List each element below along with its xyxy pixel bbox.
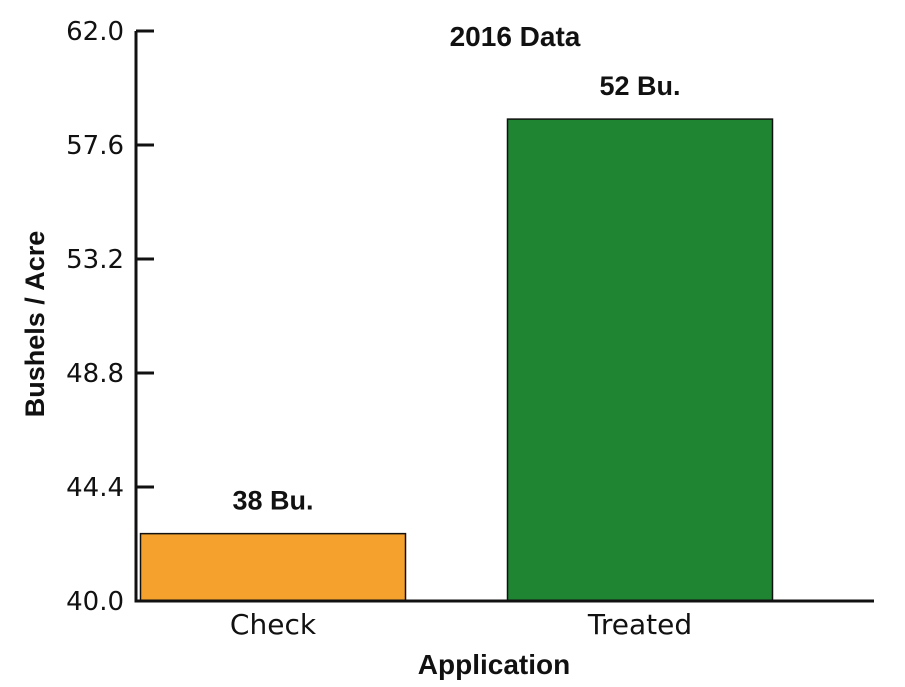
data-label: 38 Bu. bbox=[232, 486, 313, 516]
x-axis: Check Treated bbox=[134, 599, 874, 641]
bars: 38 Bu. 52 Bu. bbox=[139, 71, 774, 602]
bar-check bbox=[139, 532, 407, 602]
y-tick-label: 53.2 bbox=[66, 245, 124, 275]
bar-treated bbox=[506, 118, 774, 602]
y-tick-label: 40.0 bbox=[66, 587, 124, 617]
y-axis-label: Bushels / Acre bbox=[20, 231, 50, 418]
y-tick-label: 57.6 bbox=[66, 131, 124, 161]
data-label: 52 Bu. bbox=[599, 71, 680, 101]
y-tick-label: 44.4 bbox=[66, 473, 124, 503]
x-tick-label: Check bbox=[230, 608, 317, 641]
chart-title: 2016 Data bbox=[450, 21, 581, 52]
y-tick-label: 48.8 bbox=[66, 359, 124, 389]
y-tick-label: 62.0 bbox=[66, 17, 124, 47]
x-tick-label: Treated bbox=[587, 608, 692, 641]
x-axis-label: Application bbox=[418, 649, 570, 680]
y-axis: 40.0 44.4 48.8 53.2 57.6 62.0 bbox=[66, 17, 154, 617]
